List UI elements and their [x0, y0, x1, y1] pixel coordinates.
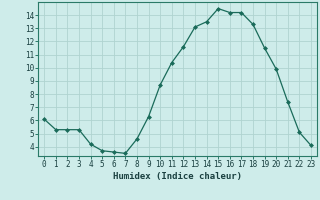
- X-axis label: Humidex (Indice chaleur): Humidex (Indice chaleur): [113, 172, 242, 181]
